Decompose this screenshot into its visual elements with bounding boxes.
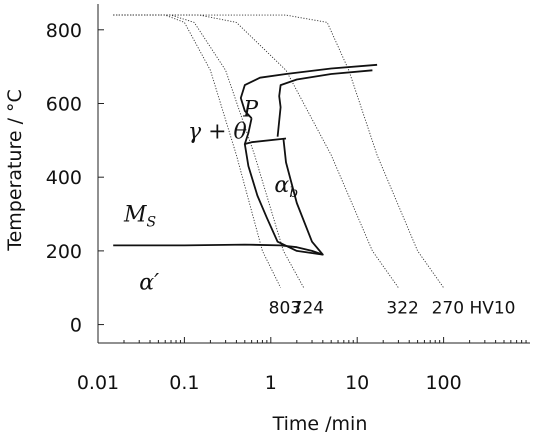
cooling-curve (113, 14, 444, 288)
y-tick-label: 200 (46, 241, 82, 263)
cooling-curves (113, 14, 444, 288)
y-axis-ticks: 0 200 400 600 800 (46, 20, 104, 337)
transformation-line (276, 69, 373, 137)
y-tick-label: 400 (46, 167, 82, 189)
cooling-curve (113, 14, 399, 288)
hardness-label: 270 HV10 (432, 299, 516, 319)
phase-annotation: α′ (139, 271, 159, 296)
y-tick-label: 600 (46, 93, 82, 115)
hardness-label: 322 (386, 299, 418, 319)
y-tick-label: 800 (46, 20, 82, 42)
phase-annotation: P (242, 97, 259, 122)
transformation-line (239, 63, 378, 119)
x-axis-ticks: 0.01 0.1 1 10 100 (77, 337, 527, 394)
x-tick-label: 10 (345, 372, 369, 394)
x-tick-label: 0.1 (169, 372, 199, 394)
cooling-curve (113, 14, 305, 288)
transformation-line (243, 138, 324, 256)
phase-annotation: γ + θ (188, 119, 247, 144)
cooling-curve (113, 14, 282, 288)
transformation-lines (113, 63, 378, 256)
x-tick-label: 1 (265, 372, 277, 394)
phase-annotation: αb (274, 173, 298, 201)
hardness-label: 803 (269, 299, 301, 319)
y-axis-label: Temperature / °C (4, 89, 26, 252)
hardness-label: 724 (292, 299, 324, 319)
x-tick-label: 0.01 (77, 372, 119, 394)
axes (97, 4, 530, 344)
phase-annotation: MS (123, 202, 156, 230)
x-tick-label: 100 (425, 372, 461, 394)
transformation-line (113, 243, 324, 256)
y-tick-label: 0 (70, 315, 82, 337)
x-axis-label: Time /min (272, 413, 368, 435)
